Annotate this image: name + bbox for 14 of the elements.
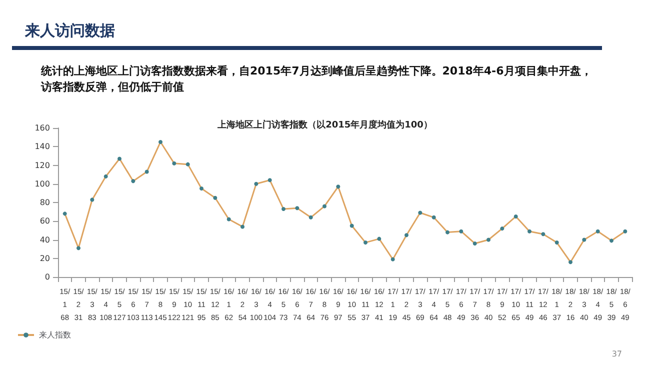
y-tick-label: 140 xyxy=(34,142,50,152)
y-tick-label: 160 xyxy=(34,124,50,132)
legend-label: 来人指数 xyxy=(39,330,71,340)
y-tick-label: 0 xyxy=(44,272,50,282)
chart-title: 上海地区上门访客指数（以2015年月度均值为100） xyxy=(216,120,432,130)
y-tick-label: 120 xyxy=(34,160,50,170)
y-tick-label: 80 xyxy=(40,198,50,207)
y-tick-label: 60 xyxy=(40,216,50,226)
text: 来人访问数据 xyxy=(24,22,115,40)
y-tick-label: 20 xyxy=(40,254,50,263)
text: 37 xyxy=(612,350,622,358)
y-tick-label: 40 xyxy=(40,235,50,244)
chart-subtitle: 统计的上海地区上门访客指数数据来看，自2015年7月达到峰值后呈趋势性下降。2018年4-6月项目集中开盘，访客指数反弹，但仍低于前值 xyxy=(40,64,592,94)
y-tick-label: 100 xyxy=(34,179,50,188)
